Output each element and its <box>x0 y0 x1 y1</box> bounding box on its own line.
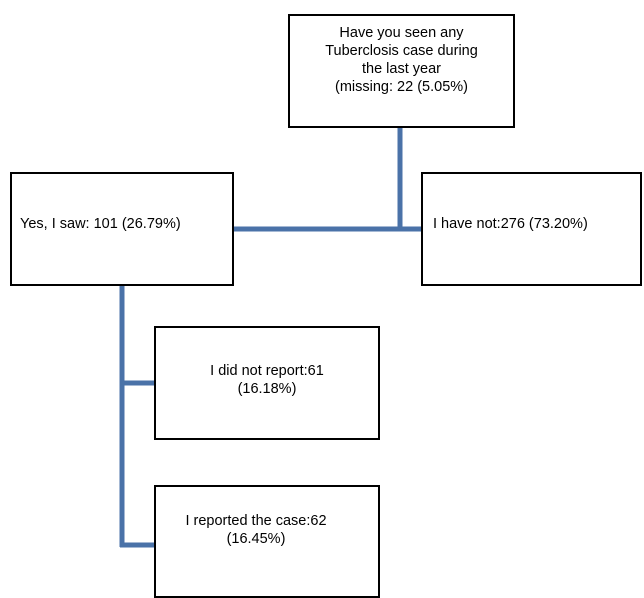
not-reported-line: (16.18%) <box>237 381 297 397</box>
reported-line: I reported the case:62 <box>185 513 327 529</box>
no-label: I have not:276 (73.20%) <box>433 216 588 232</box>
question-line: (missing: 22 (5.05%) <box>335 79 468 95</box>
reported-box: I reported the case:62 (16.45%) <box>154 485 380 598</box>
question-text: Have you seen any Tuberclosis case durin… <box>325 24 478 96</box>
question-line: the last year <box>362 61 441 77</box>
not-reported-box: I did not report:61 (16.18%) <box>154 326 380 440</box>
question-box: Have you seen any Tuberclosis case durin… <box>288 14 515 128</box>
no-box: I have not:276 (73.20%) <box>421 172 642 286</box>
question-line: Have you seen any <box>339 25 464 41</box>
question-line: Tuberclosis case during <box>325 43 478 59</box>
reported-text: I reported the case:62 (16.45%) <box>185 512 326 548</box>
not-reported-text: I did not report:61 (16.18%) <box>210 362 324 398</box>
yes-label: Yes, I saw: 101 (26.79%) <box>20 216 181 232</box>
not-reported-line: I did not report:61 <box>210 363 324 379</box>
yes-box: Yes, I saw: 101 (26.79%) <box>10 172 234 286</box>
reported-line: (16.45%) <box>226 531 286 547</box>
